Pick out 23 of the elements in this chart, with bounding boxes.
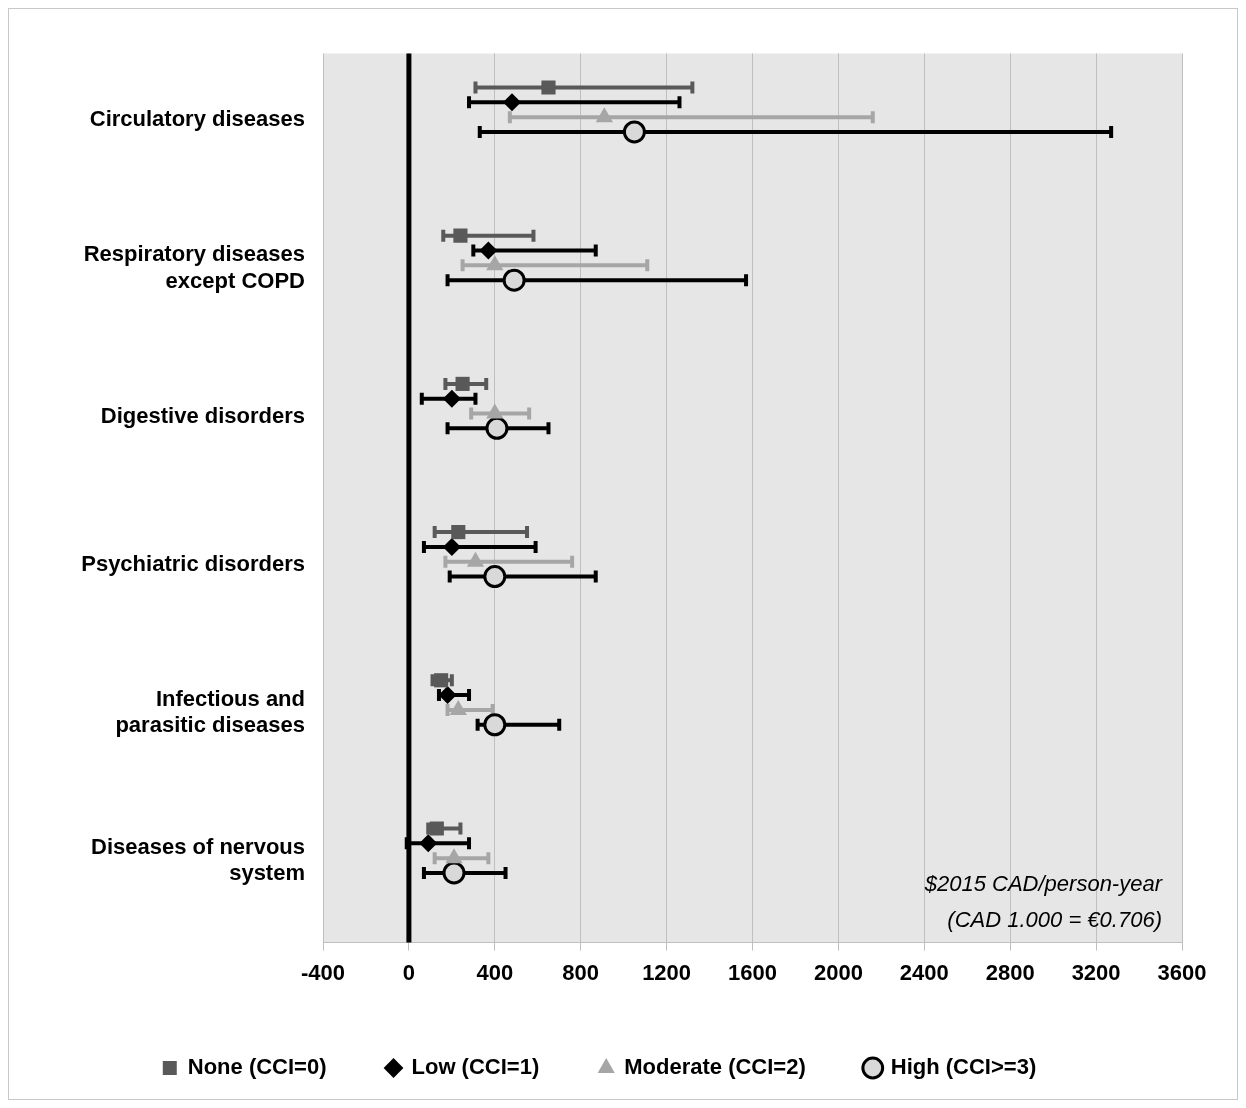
x-tick-label: 0 (402, 959, 416, 985)
annotation: $2015 CAD/person-year (923, 870, 1164, 896)
x-tick-label: 3200 (1071, 959, 1121, 985)
y-tick-label: Digestive disorders (100, 402, 305, 428)
x-tick-label: 400 (476, 959, 514, 985)
y-tick-label: Respiratory diseases except COPD (83, 241, 305, 293)
legend-label: Moderate (CCI=2) (624, 1054, 806, 1080)
x-tick-label: 1200 (642, 959, 692, 985)
x-tick-label: 2000 (813, 959, 863, 985)
y-tick-label: Circulatory diseases (89, 106, 305, 132)
legend-label: High (CCI>=3) (890, 1054, 1037, 1080)
y-tick-label: Infectious and parasitic diseases (115, 685, 305, 738)
x-tick-label: -400 (300, 959, 346, 985)
x-tick-label: 2400 (899, 959, 949, 985)
x-tick-label: 800 (562, 959, 600, 985)
x-tick-label: 1600 (728, 959, 777, 985)
x-tick-label: 3600 (1157, 959, 1207, 985)
annotation: (CAD 1.000 = €0.706) (947, 906, 1162, 932)
legend-label: None (CCI=0) (187, 1054, 327, 1080)
legend-label: Low (CCI=1) (411, 1054, 540, 1080)
x-tick-label: 2800 (985, 959, 1035, 985)
y-tick-label: Diseases of nervous system (91, 833, 305, 886)
y-tick-label: Psychiatric disorders (81, 550, 305, 576)
